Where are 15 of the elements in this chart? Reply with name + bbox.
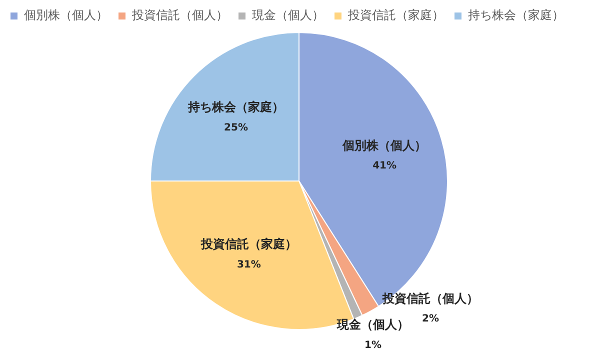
legend-label: 現金（個人） [252, 8, 324, 22]
legend-label: 投資信託（個人） [131, 8, 228, 22]
slice-label: 現金（個人） [336, 317, 409, 332]
legend-label: 持ち株会（家庭） [468, 8, 564, 22]
data-label: 41% [372, 160, 397, 172]
data-label: 31% [236, 259, 261, 270]
data-label: 1% [364, 340, 382, 351]
slice-label: 投資信託（個人） [382, 291, 479, 306]
legend-label: 投資信託（家庭） [347, 8, 444, 22]
data-label: 2% [422, 314, 440, 325]
slice-label: 個別株（個人） [342, 138, 427, 152]
data-label: 25% [224, 122, 248, 134]
slice-label: 投資信託（家庭） [200, 236, 297, 251]
slice-label: 持ち株会（家庭） [186, 100, 284, 114]
legend-label: 個別株（個人） [24, 8, 108, 22]
